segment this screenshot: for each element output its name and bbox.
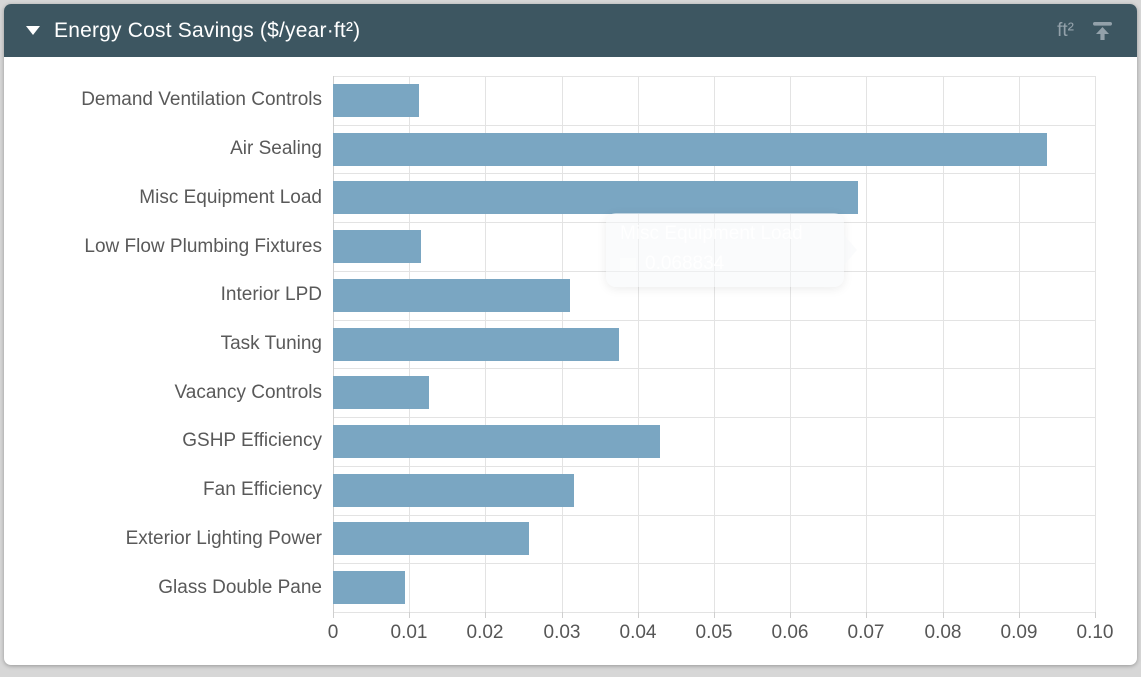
x-tick-label: 0.05	[695, 622, 733, 643]
x-tick-mark	[790, 612, 791, 618]
collapse-icon[interactable]	[26, 26, 40, 35]
x-tick-label: 0	[327, 622, 339, 643]
x-tick-label: 0.03	[543, 622, 581, 643]
category-label: Air Sealing	[230, 138, 322, 159]
x-tick-label: 0.06	[771, 622, 809, 643]
bar[interactable]	[333, 279, 570, 312]
bar[interactable]	[333, 571, 405, 604]
bar[interactable]	[333, 522, 529, 555]
category-label: Interior LPD	[220, 284, 322, 305]
gridline-vertical	[866, 76, 867, 612]
category-label: Misc Equipment Load	[139, 187, 322, 208]
x-tick-mark	[562, 612, 563, 618]
bar[interactable]	[333, 230, 421, 263]
bar[interactable]	[333, 84, 419, 117]
bar[interactable]	[333, 425, 660, 458]
bar[interactable]	[333, 181, 858, 214]
bar[interactable]	[333, 133, 1047, 166]
category-label: Exterior Lighting Power	[125, 528, 322, 549]
x-tick-mark	[638, 612, 639, 618]
bar[interactable]	[333, 474, 574, 507]
category-label: Demand Ventilation Controls	[81, 89, 322, 110]
gridline-vertical	[1095, 76, 1096, 612]
x-tick-mark	[333, 612, 334, 618]
gridline-vertical	[1019, 76, 1020, 612]
x-tick-mark	[714, 612, 715, 618]
chart-panel: Energy Cost Savings ($/year·ft²) ft² Dem…	[4, 4, 1137, 665]
x-tick-label: 0.09	[1000, 622, 1038, 643]
bar[interactable]	[333, 328, 619, 361]
gridline-vertical	[638, 76, 639, 612]
panel-header: Energy Cost Savings ($/year·ft²) ft²	[4, 4, 1137, 57]
gridline-vertical	[790, 76, 791, 612]
x-tick-mark	[1095, 612, 1096, 618]
category-label: Fan Efficiency	[203, 479, 322, 500]
gridline-vertical	[714, 76, 715, 612]
chart-area: Demand Ventilation Controls Air Sealing Mi…	[4, 57, 1137, 665]
x-tick-label: 0.10	[1076, 622, 1114, 643]
x-tick-label: 0.07	[847, 622, 885, 643]
x-tick-label: 0.08	[924, 622, 962, 643]
gridline-vertical	[943, 76, 944, 612]
x-tick-mark	[1019, 612, 1020, 618]
x-tick-mark	[866, 612, 867, 618]
x-tick-label: 0.02	[466, 622, 504, 643]
x-tick-label: 0.01	[390, 622, 428, 643]
x-tick-label: 0.04	[619, 622, 657, 643]
category-label: Vacancy Controls	[174, 382, 323, 403]
unit-toggle[interactable]: ft²	[1057, 19, 1074, 41]
x-tick-mark	[943, 612, 944, 618]
x-tick-mark	[409, 612, 410, 618]
plot-area	[333, 76, 1096, 613]
category-label: Glass Double Pane	[158, 577, 322, 598]
panel-title: Energy Cost Savings ($/year·ft²)	[54, 18, 361, 42]
category-label: GSHP Efficiency	[182, 430, 322, 451]
export-icon[interactable]	[1090, 19, 1115, 43]
category-label: Task Tuning	[220, 333, 322, 354]
category-label: Low Flow Plumbing Fixtures	[84, 236, 322, 257]
x-tick-mark	[485, 612, 486, 618]
bar[interactable]	[333, 376, 429, 409]
